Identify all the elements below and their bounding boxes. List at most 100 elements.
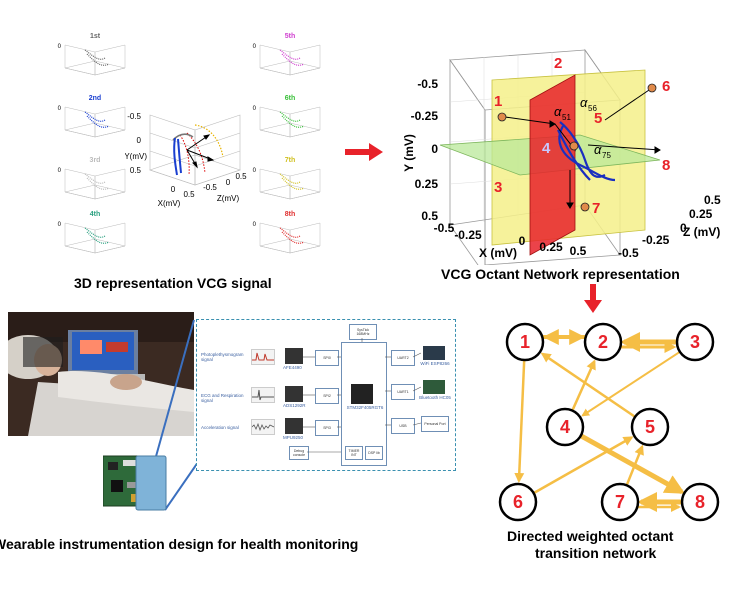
- oct-z-label: Z (mV): [683, 225, 720, 239]
- network-node-label-5: 5: [645, 417, 655, 437]
- vcg3d-caption: 3D representation VCG signal: [74, 275, 272, 291]
- bd-systick: SysTick 168MHz: [349, 324, 377, 340]
- edge-3-4: [581, 351, 681, 417]
- bd-dsp: DSP lib: [365, 446, 383, 460]
- oct-y-tick-0: -0.5: [417, 77, 438, 91]
- network-node-label-3: 3: [690, 332, 700, 352]
- small-plot-6: 6th 0: [253, 95, 321, 138]
- oct-y-label: Y (mV): [402, 134, 416, 172]
- bd-chip-mpu: [285, 418, 303, 434]
- bd-wires: [303, 338, 422, 453]
- center-z-tick-0: -0.5: [203, 183, 217, 192]
- small-plot-label-5: 5th: [285, 33, 296, 40]
- octant-caption: VCG Octant Network representation: [441, 266, 680, 282]
- small-plot-tick-3: 0: [58, 168, 62, 174]
- edge-6-5: [533, 436, 634, 495]
- oct-x-tick-1: -0.25: [454, 228, 482, 242]
- bd-ppg-wave: [251, 349, 275, 365]
- network-node-label-4: 4: [560, 417, 570, 437]
- octant-label-5: 5: [594, 110, 602, 127]
- small-plot-label-8: 8th: [285, 211, 296, 218]
- small-plot-1: 1st 0: [58, 33, 126, 76]
- oct-y-tick-1: -0.25: [411, 109, 439, 123]
- network-node-8: [680, 482, 720, 522]
- oct-z-tick-3: 0.25: [689, 207, 713, 221]
- center-z-label: Z(mV): [217, 194, 240, 203]
- small-plot-label-7: 7th: [285, 157, 296, 164]
- alpha-75-sub: 75: [602, 151, 611, 160]
- octant-3d-plot: 1 2 3 4 5 6 7 8 α 51 α 56 α 75 -0.5 -0.2…: [402, 48, 721, 265]
- octant-label-3: 3: [494, 179, 502, 196]
- bd-chip-afe-label: AFE4490: [283, 365, 302, 370]
- oct-x-label: X (mV): [479, 246, 517, 260]
- block-diagram: Photoplethysmogram signal ECG and Respir…: [196, 319, 456, 471]
- center-y-tick-2: 0.5: [130, 166, 142, 175]
- small-plot-4: 4th 0: [58, 211, 126, 254]
- edge-4-2: [571, 359, 596, 412]
- right-arrow-icon: [345, 143, 383, 161]
- alpha-56-sub: 56: [588, 104, 597, 113]
- oct-y-tick-4: 0.5: [421, 209, 438, 223]
- small-plot-label-6: 6th: [285, 95, 296, 102]
- network-node-label-6: 6: [513, 492, 523, 512]
- patient-photo: [8, 312, 194, 436]
- bd-bt-module: [423, 380, 445, 394]
- octant-label-4: 4: [542, 140, 551, 157]
- oct-x-tick-3: 0.25: [539, 240, 563, 254]
- small-plot-tick-1: 0: [58, 44, 62, 50]
- network-node-3: [675, 322, 715, 362]
- oct-x-tick-2: 0: [519, 234, 526, 248]
- oct-z-tick-4: 0.5: [704, 193, 721, 207]
- bd-spi0: SPI0: [315, 350, 339, 366]
- edge-5-1: [540, 352, 636, 418]
- bd-debug: Debug console: [289, 446, 309, 460]
- network-node-4: [545, 407, 585, 447]
- octant-transition-network: 1 2 3 4 5 6 7 8: [498, 322, 720, 522]
- small-plot-3: 3rd 0: [58, 157, 126, 200]
- small-plot-label-3: 3rd: [90, 157, 101, 164]
- oct-z-tick-1: -0.25: [642, 233, 670, 247]
- bd-timer: TIMER INT: [345, 446, 363, 460]
- center-y-tick-1: 0: [137, 136, 142, 145]
- octant-label-6: 6: [662, 78, 670, 95]
- alpha-51-symbol: α: [554, 104, 562, 119]
- oct-y-tick-2: 0: [431, 142, 438, 156]
- bd-chip-afe: [285, 348, 303, 364]
- octant-label-2: 2: [554, 55, 562, 72]
- bd-bt-label: Bluetooth HC05: [419, 395, 451, 400]
- small-plot-8: 8th 0: [253, 211, 321, 254]
- bd-mcu-label: STM32F405RGT6: [346, 405, 384, 410]
- bd-spi3: SPI3: [315, 420, 339, 436]
- edge-1-6: [514, 359, 526, 484]
- center-y-label: Y(mV): [125, 152, 147, 161]
- network-node-5: [630, 407, 670, 447]
- network-node-label-1: 1: [520, 332, 530, 352]
- small-plot-2: 2nd 0: [58, 95, 126, 138]
- small-plot-5: 5th 0: [253, 33, 321, 76]
- oct-y-tick-3: 0.25: [415, 177, 439, 191]
- bd-ecg-wave: [251, 387, 275, 403]
- bd-signal-ppg: Photoplethysmogram signal: [201, 352, 244, 362]
- center-x-tick-0: 0: [171, 185, 176, 194]
- bd-wifi-label: WiFi ESP8266: [420, 361, 450, 366]
- oct-z-tick-0: -0.5: [618, 246, 639, 260]
- alpha-51-sub: 51: [562, 113, 571, 122]
- network-node-7: [600, 482, 640, 522]
- bd-uart2: UART2: [391, 350, 415, 366]
- bd-mcu-chip: [351, 384, 373, 404]
- octant-label-8: 8: [662, 157, 670, 174]
- center-y-tick-0: -0.5: [127, 112, 141, 121]
- bd-signal-ecg: ECG and Respiration signal: [201, 393, 244, 403]
- bd-wifi-module: [423, 346, 445, 360]
- edge-4-8: [579, 433, 686, 494]
- network-node-label-2: 2: [598, 332, 608, 352]
- bd-acc-wave: [251, 419, 275, 435]
- small-plot-label-1: 1st: [90, 33, 101, 40]
- oct-x-tick-0: -0.5: [434, 221, 455, 235]
- center-z-tick-2: 0.5: [235, 172, 247, 181]
- network-caption-line1: Directed weighted octant: [507, 528, 674, 544]
- vcg-3d-small-plots: 1st 0 2nd 0 3rd 0 4th 0 5th 0 6th 0 7th 0 8th 0: [58, 33, 321, 254]
- alpha-75-symbol: α: [594, 142, 602, 157]
- bd-spi2: SPI2: [315, 388, 339, 404]
- bd-mcu-frame: [341, 342, 387, 466]
